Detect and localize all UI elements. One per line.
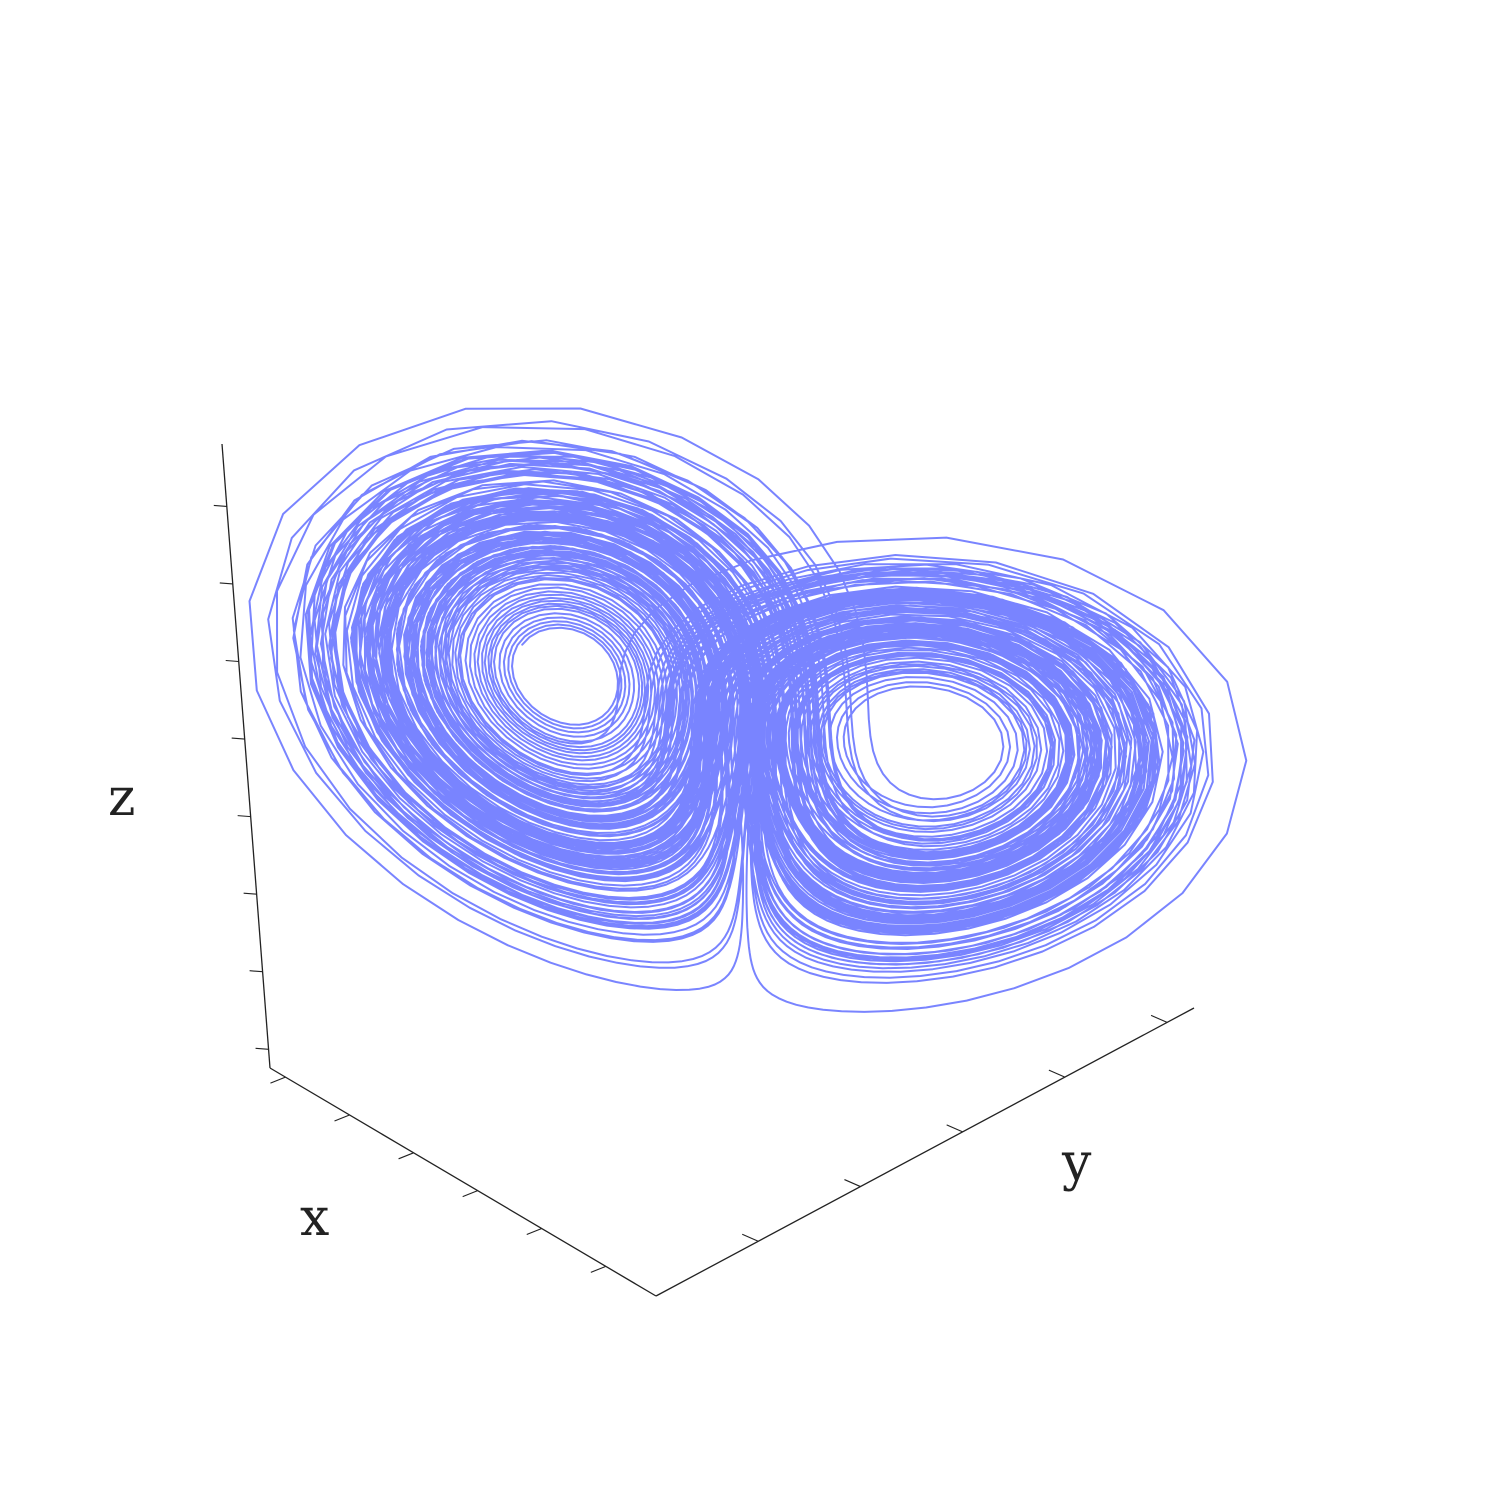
- x-tick: [526, 1228, 542, 1236]
- axes: [213, 443, 1195, 1297]
- z-axis-ticks: [213, 504, 269, 1050]
- y-axis-line: [655, 1007, 1195, 1297]
- y-axis-label: y: [1061, 1133, 1092, 1193]
- z-tick: [243, 892, 257, 895]
- y-tick: [844, 1179, 861, 1188]
- z-axis-line: [221, 443, 271, 1069]
- z-tick: [213, 504, 227, 507]
- x-tick: [398, 1152, 414, 1160]
- y-tick: [1048, 1069, 1066, 1078]
- y-tick: [946, 1124, 963, 1133]
- x-tick: [334, 1114, 350, 1122]
- z-tick: [237, 815, 251, 818]
- z-tick: [231, 737, 245, 740]
- x-tick: [462, 1190, 478, 1198]
- x-axis-label: x: [300, 1188, 329, 1248]
- y-tick: [1150, 1014, 1168, 1023]
- y-axis-ticks: [741, 1014, 1168, 1242]
- z-tick: [255, 1047, 269, 1050]
- z-tick: [225, 659, 239, 663]
- y-tick: [741, 1233, 759, 1242]
- z-tick: [249, 970, 263, 973]
- x-tick: [590, 1265, 607, 1273]
- x-axis-ticks: [270, 1076, 607, 1273]
- lorenz-trajectory-line: [248, 407, 1248, 1013]
- z-tick: [219, 582, 233, 585]
- x-tick: [270, 1076, 286, 1084]
- x-axis-line: [269, 1067, 657, 1297]
- z-axis-label: z: [108, 768, 135, 828]
